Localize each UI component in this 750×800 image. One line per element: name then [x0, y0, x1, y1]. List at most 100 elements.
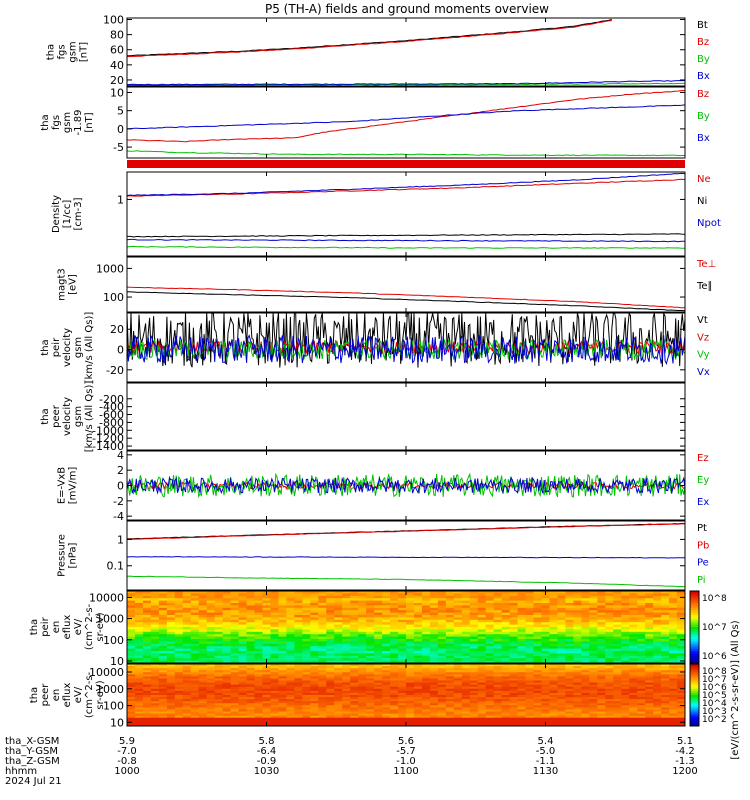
- heatmap-cell: [677, 672, 686, 675]
- heatmap-cell: [358, 701, 367, 704]
- heatmap-cell: [653, 595, 662, 599]
- heatmap-cell: [541, 636, 550, 640]
- heatmap-cell: [398, 631, 407, 635]
- heatmap-cell: [517, 692, 527, 696]
- heatmap-cell: [589, 699, 598, 702]
- heatmap-cell: [437, 634, 447, 638]
- heatmap-cell: [525, 690, 535, 694]
- heatmap-cell: [493, 634, 503, 638]
- heatmap-cell: [127, 705, 136, 708]
- heatmap-cell: [246, 610, 256, 614]
- heatmap-cell: [198, 615, 208, 618]
- heatmap-cell: [174, 717, 184, 721]
- heatmap-cell: [166, 617, 176, 621]
- heatmap-cell: [134, 688, 144, 692]
- heatmap-cell: [421, 591, 431, 594]
- heatmap-cell: [493, 703, 503, 706]
- heatmap-cell: [158, 651, 168, 654]
- heatmap-cell: [493, 721, 503, 725]
- heatmap-cell: [238, 676, 248, 679]
- heatmap-cell: [517, 617, 527, 621]
- heatmap-cell: [597, 641, 606, 645]
- heatmap-cell: [166, 612, 176, 616]
- heatmap-cell: [637, 690, 646, 694]
- heatmap-cell: [406, 664, 415, 667]
- heatmap-cell: [366, 719, 375, 723]
- heatmap-cell: [158, 692, 168, 696]
- heatmap-cell: [310, 655, 319, 659]
- heatmap-cell: [286, 603, 295, 606]
- heatmap-cell: [493, 666, 503, 669]
- heatmap-cell: [350, 666, 359, 669]
- heatmap-cell: [190, 612, 200, 616]
- heatmap-cell: [629, 641, 638, 645]
- heatmap-cell: [573, 646, 582, 650]
- heatmap-cell: [461, 670, 471, 673]
- heatmap-cell: [573, 690, 582, 694]
- heatmap-cell: [517, 660, 527, 664]
- heatmap-cell: [429, 617, 439, 621]
- heatmap-cell: [437, 651, 447, 654]
- heatmap-cell: [445, 600, 455, 604]
- heatmap-cell: [246, 705, 256, 708]
- x-axis-value: -7.0: [117, 746, 137, 757]
- heatmap-cell: [637, 703, 646, 706]
- heatmap-cell: [182, 593, 192, 597]
- heatmap-cell: [509, 617, 519, 621]
- heatmap-cell: [270, 664, 279, 667]
- heatmap-cell: [182, 655, 192, 659]
- heatmap-cell: [589, 593, 598, 597]
- heatmap-cell: [310, 674, 319, 677]
- heatmap-cell: [581, 717, 590, 721]
- heatmap-cell: [605, 619, 614, 623]
- heatmap-cell: [150, 672, 160, 675]
- heatmap-cell: [254, 668, 264, 671]
- heatmap-cell: [302, 672, 311, 675]
- heatmap-cell: [270, 672, 279, 675]
- heatmap-cell: [238, 717, 248, 721]
- x-axis-value: -1.1: [536, 756, 556, 767]
- y-axis-label: [nPa]: [68, 542, 79, 568]
- heatmap-cell: [350, 668, 359, 671]
- heatmap-cell: [533, 666, 543, 669]
- heatmap-cell: [286, 636, 295, 640]
- heatmap-cell: [310, 605, 319, 609]
- heatmap-cell: [525, 627, 535, 630]
- heatmap-cell: [653, 607, 662, 611]
- heatmap-cell: [374, 636, 383, 640]
- heatmap-cell: [382, 707, 391, 710]
- heatmap-cell: [549, 627, 558, 630]
- heatmap-cell: [374, 684, 383, 688]
- heatmap-cell: [366, 639, 375, 642]
- heatmap-cell: [637, 715, 646, 719]
- heatmap-cell: [374, 674, 383, 677]
- heatmap-cell: [374, 653, 383, 657]
- heatmap-cell: [469, 598, 479, 602]
- heatmap-cell: [597, 646, 606, 650]
- heatmap-cell: [461, 688, 471, 692]
- heatmap-cell: [429, 676, 439, 679]
- heatmap-cell: [581, 653, 590, 657]
- heatmap-cell: [413, 631, 423, 635]
- heatmap-cell: [541, 711, 550, 715]
- heatmap-cell: [318, 636, 327, 640]
- heatmap-cell: [605, 668, 614, 671]
- heatmap-cell: [437, 648, 447, 652]
- heatmap-cell: [302, 668, 311, 671]
- heatmap-cell: [541, 600, 550, 604]
- heatmap-cell: [174, 699, 184, 702]
- heatmap-cell: [134, 678, 144, 682]
- heatmap-cell: [581, 697, 590, 700]
- heatmap-cell: [645, 695, 654, 698]
- heatmap-cell: [605, 591, 614, 594]
- heatmap-cell: [366, 678, 375, 682]
- heatmap-cell: [374, 617, 383, 621]
- heatmap-cell: [477, 709, 487, 713]
- heatmap-cell: [621, 705, 630, 708]
- heatmap-cell: [653, 670, 662, 673]
- heatmap-cell: [437, 697, 447, 700]
- heatmap-cell: [206, 721, 216, 725]
- heatmap-cell: [629, 595, 638, 599]
- legend-entry: By: [697, 54, 710, 65]
- heatmap-cell: [517, 655, 527, 659]
